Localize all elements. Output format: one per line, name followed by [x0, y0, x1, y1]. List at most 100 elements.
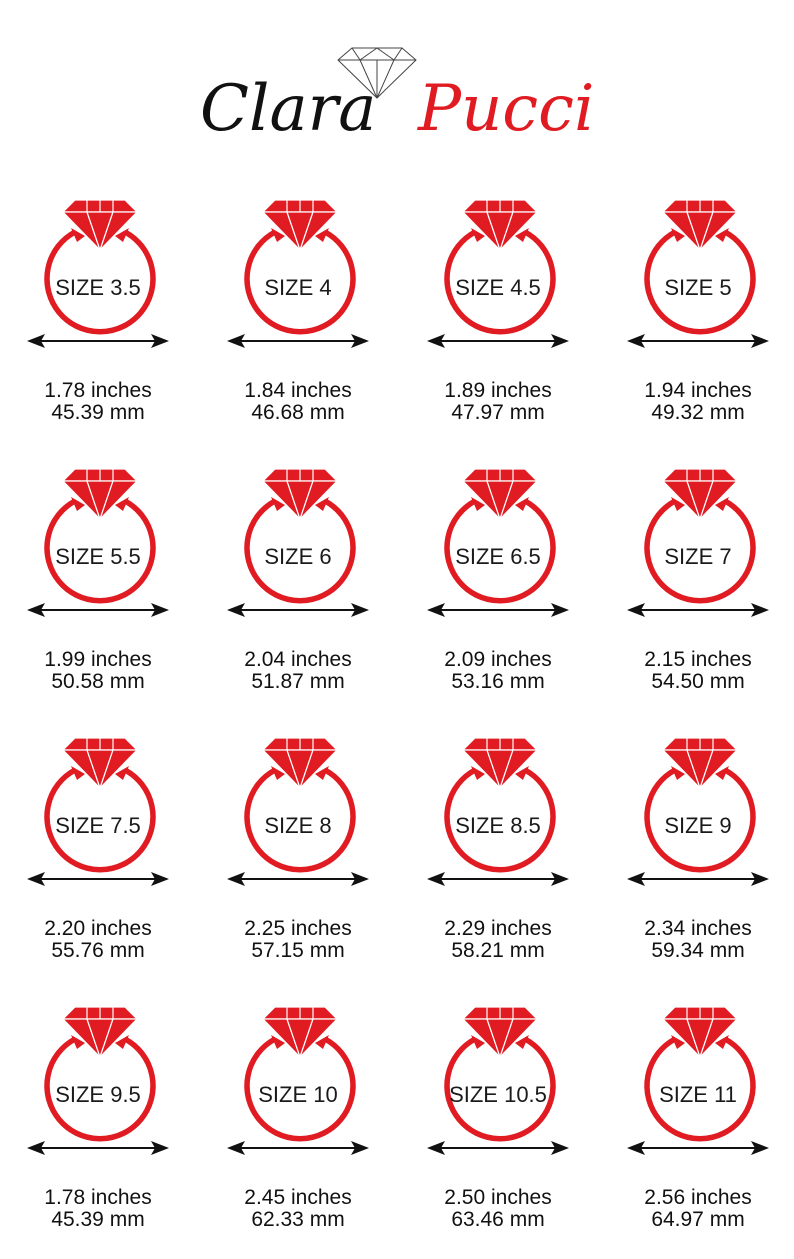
ring-icon	[227, 199, 369, 348]
size-inches: 1.78 inches	[44, 1186, 152, 1209]
ring-icon	[227, 1006, 369, 1155]
size-measurements: 2.50 inches 63.46 mm	[403, 1187, 593, 1231]
size-label: SIZE 8	[264, 813, 332, 838]
ring-icon	[27, 199, 169, 348]
brand-logo: Clara Pucci	[190, 40, 610, 150]
size-mm: 45.39 mm	[51, 401, 145, 424]
size-mm: 50.58 mm	[51, 670, 145, 693]
double-arrow-icon	[27, 1141, 169, 1155]
size-inches: 2.56 inches	[644, 1186, 752, 1209]
size-mm: 57.15 mm	[251, 939, 345, 962]
size-label: SIZE 4.5	[455, 275, 541, 300]
size-label: SIZE 11	[659, 1082, 737, 1107]
size-mm: 46.68 mm	[251, 401, 345, 424]
double-arrow-icon	[27, 334, 169, 348]
size-inches: 2.45 inches	[244, 1186, 352, 1209]
ring-icon	[27, 1006, 169, 1155]
size-card: SIZE 3.5 1.78 inches 45.39 mm	[13, 192, 183, 452]
size-inches: 2.50 inches	[444, 1186, 552, 1209]
size-measurements: 2.04 inches 51.87 mm	[203, 649, 393, 693]
double-arrow-icon	[227, 1141, 369, 1155]
diamond-outline-icon	[337, 47, 417, 99]
size-card: SIZE 9.5 1.78 inches 45.39 mm	[13, 999, 183, 1259]
ring-icon	[427, 737, 569, 886]
size-mm: 58.21 mm	[451, 939, 545, 962]
size-inches: 1.84 inches	[244, 379, 352, 402]
double-arrow-icon	[427, 1141, 569, 1155]
size-card: SIZE 10 2.45 inches 62.33 mm	[213, 999, 383, 1259]
double-arrow-icon	[27, 603, 169, 617]
size-inches: 1.99 inches	[44, 648, 152, 671]
size-label: SIZE 7.5	[55, 813, 141, 838]
size-card: SIZE 11 2.56 inches 64.97 mm	[613, 999, 783, 1259]
ring-icon	[627, 468, 769, 617]
size-card: SIZE 4.5 1.89 inches 47.97 mm	[413, 192, 583, 452]
size-measurements: 1.78 inches 45.39 mm	[3, 380, 193, 424]
ring-icon	[227, 468, 369, 617]
size-inches: 2.34 inches	[644, 917, 752, 940]
size-label: SIZE 9	[664, 813, 732, 838]
size-measurements: 2.29 inches 58.21 mm	[403, 918, 593, 962]
size-card: SIZE 7.5 2.20 inches 55.76 mm	[13, 730, 183, 990]
size-card: SIZE 7 2.15 inches 54.50 mm	[613, 461, 783, 721]
ring-icon	[27, 468, 169, 617]
brand-last-name: Pucci	[417, 72, 594, 146]
size-inches: 2.04 inches	[244, 648, 352, 671]
size-label: SIZE 4	[264, 275, 332, 300]
size-label: SIZE 5	[664, 275, 732, 300]
size-mm: 47.97 mm	[451, 401, 545, 424]
size-measurements: 1.78 inches 45.39 mm	[3, 1187, 193, 1231]
size-mm: 49.32 mm	[651, 401, 745, 424]
brand-logo-graphic: Clara Pucci	[200, 47, 594, 146]
size-label: SIZE 5.5	[55, 544, 141, 569]
size-measurements: 2.56 inches 64.97 mm	[603, 1187, 793, 1231]
size-measurements: 2.20 inches 55.76 mm	[3, 918, 193, 962]
size-inches: 1.78 inches	[44, 379, 152, 402]
size-measurements: 1.84 inches 46.68 mm	[203, 380, 393, 424]
size-measurements: 2.25 inches 57.15 mm	[203, 918, 393, 962]
size-label: SIZE 7	[664, 544, 732, 569]
size-inches: 2.25 inches	[244, 917, 352, 940]
size-inches: 1.94 inches	[644, 379, 752, 402]
size-mm: 59.34 mm	[651, 939, 745, 962]
ring-icon	[427, 199, 569, 348]
ring-icon	[627, 737, 769, 886]
size-label: SIZE 10	[258, 1082, 338, 1107]
size-inches: 2.20 inches	[44, 917, 152, 940]
size-card: SIZE 10.5 2.50 inches 63.46 mm	[413, 999, 583, 1259]
ring-icon	[27, 737, 169, 886]
size-mm: 63.46 mm	[451, 1208, 545, 1231]
size-inches: 2.15 inches	[644, 648, 752, 671]
ring-icon	[227, 737, 369, 886]
size-label: SIZE 3.5	[55, 275, 141, 300]
size-mm: 51.87 mm	[251, 670, 345, 693]
size-card: SIZE 6 2.04 inches 51.87 mm	[213, 461, 383, 721]
size-measurements: 2.34 inches 59.34 mm	[603, 918, 793, 962]
size-measurements: 1.99 inches 50.58 mm	[3, 649, 193, 693]
double-arrow-icon	[627, 334, 769, 348]
size-inches: 2.09 inches	[444, 648, 552, 671]
size-mm: 55.76 mm	[51, 939, 145, 962]
size-label: SIZE 6	[264, 544, 332, 569]
ring-icon	[627, 199, 769, 348]
size-label: SIZE 9.5	[55, 1082, 141, 1107]
size-label: SIZE 8.5	[455, 813, 541, 838]
size-measurements: 1.94 inches 49.32 mm	[603, 380, 793, 424]
size-card: SIZE 5.5 1.99 inches 50.58 mm	[13, 461, 183, 721]
ring-icon	[627, 1006, 769, 1155]
ring-icon	[427, 468, 569, 617]
size-card: SIZE 9 2.34 inches 59.34 mm	[613, 730, 783, 990]
size-measurements: 1.89 inches 47.97 mm	[403, 380, 593, 424]
size-measurements: 2.45 inches 62.33 mm	[203, 1187, 393, 1231]
size-card: SIZE 6.5 2.09 inches 53.16 mm	[413, 461, 583, 721]
size-inches: 2.29 inches	[444, 917, 552, 940]
size-mm: 53.16 mm	[451, 670, 545, 693]
size-card: SIZE 8.5 2.29 inches 58.21 mm	[413, 730, 583, 990]
size-card: SIZE 4 1.84 inches 46.68 mm	[213, 192, 383, 452]
double-arrow-icon	[627, 1141, 769, 1155]
double-arrow-icon	[227, 603, 369, 617]
size-mm: 54.50 mm	[651, 670, 745, 693]
double-arrow-icon	[427, 872, 569, 886]
size-measurements: 2.15 inches 54.50 mm	[603, 649, 793, 693]
